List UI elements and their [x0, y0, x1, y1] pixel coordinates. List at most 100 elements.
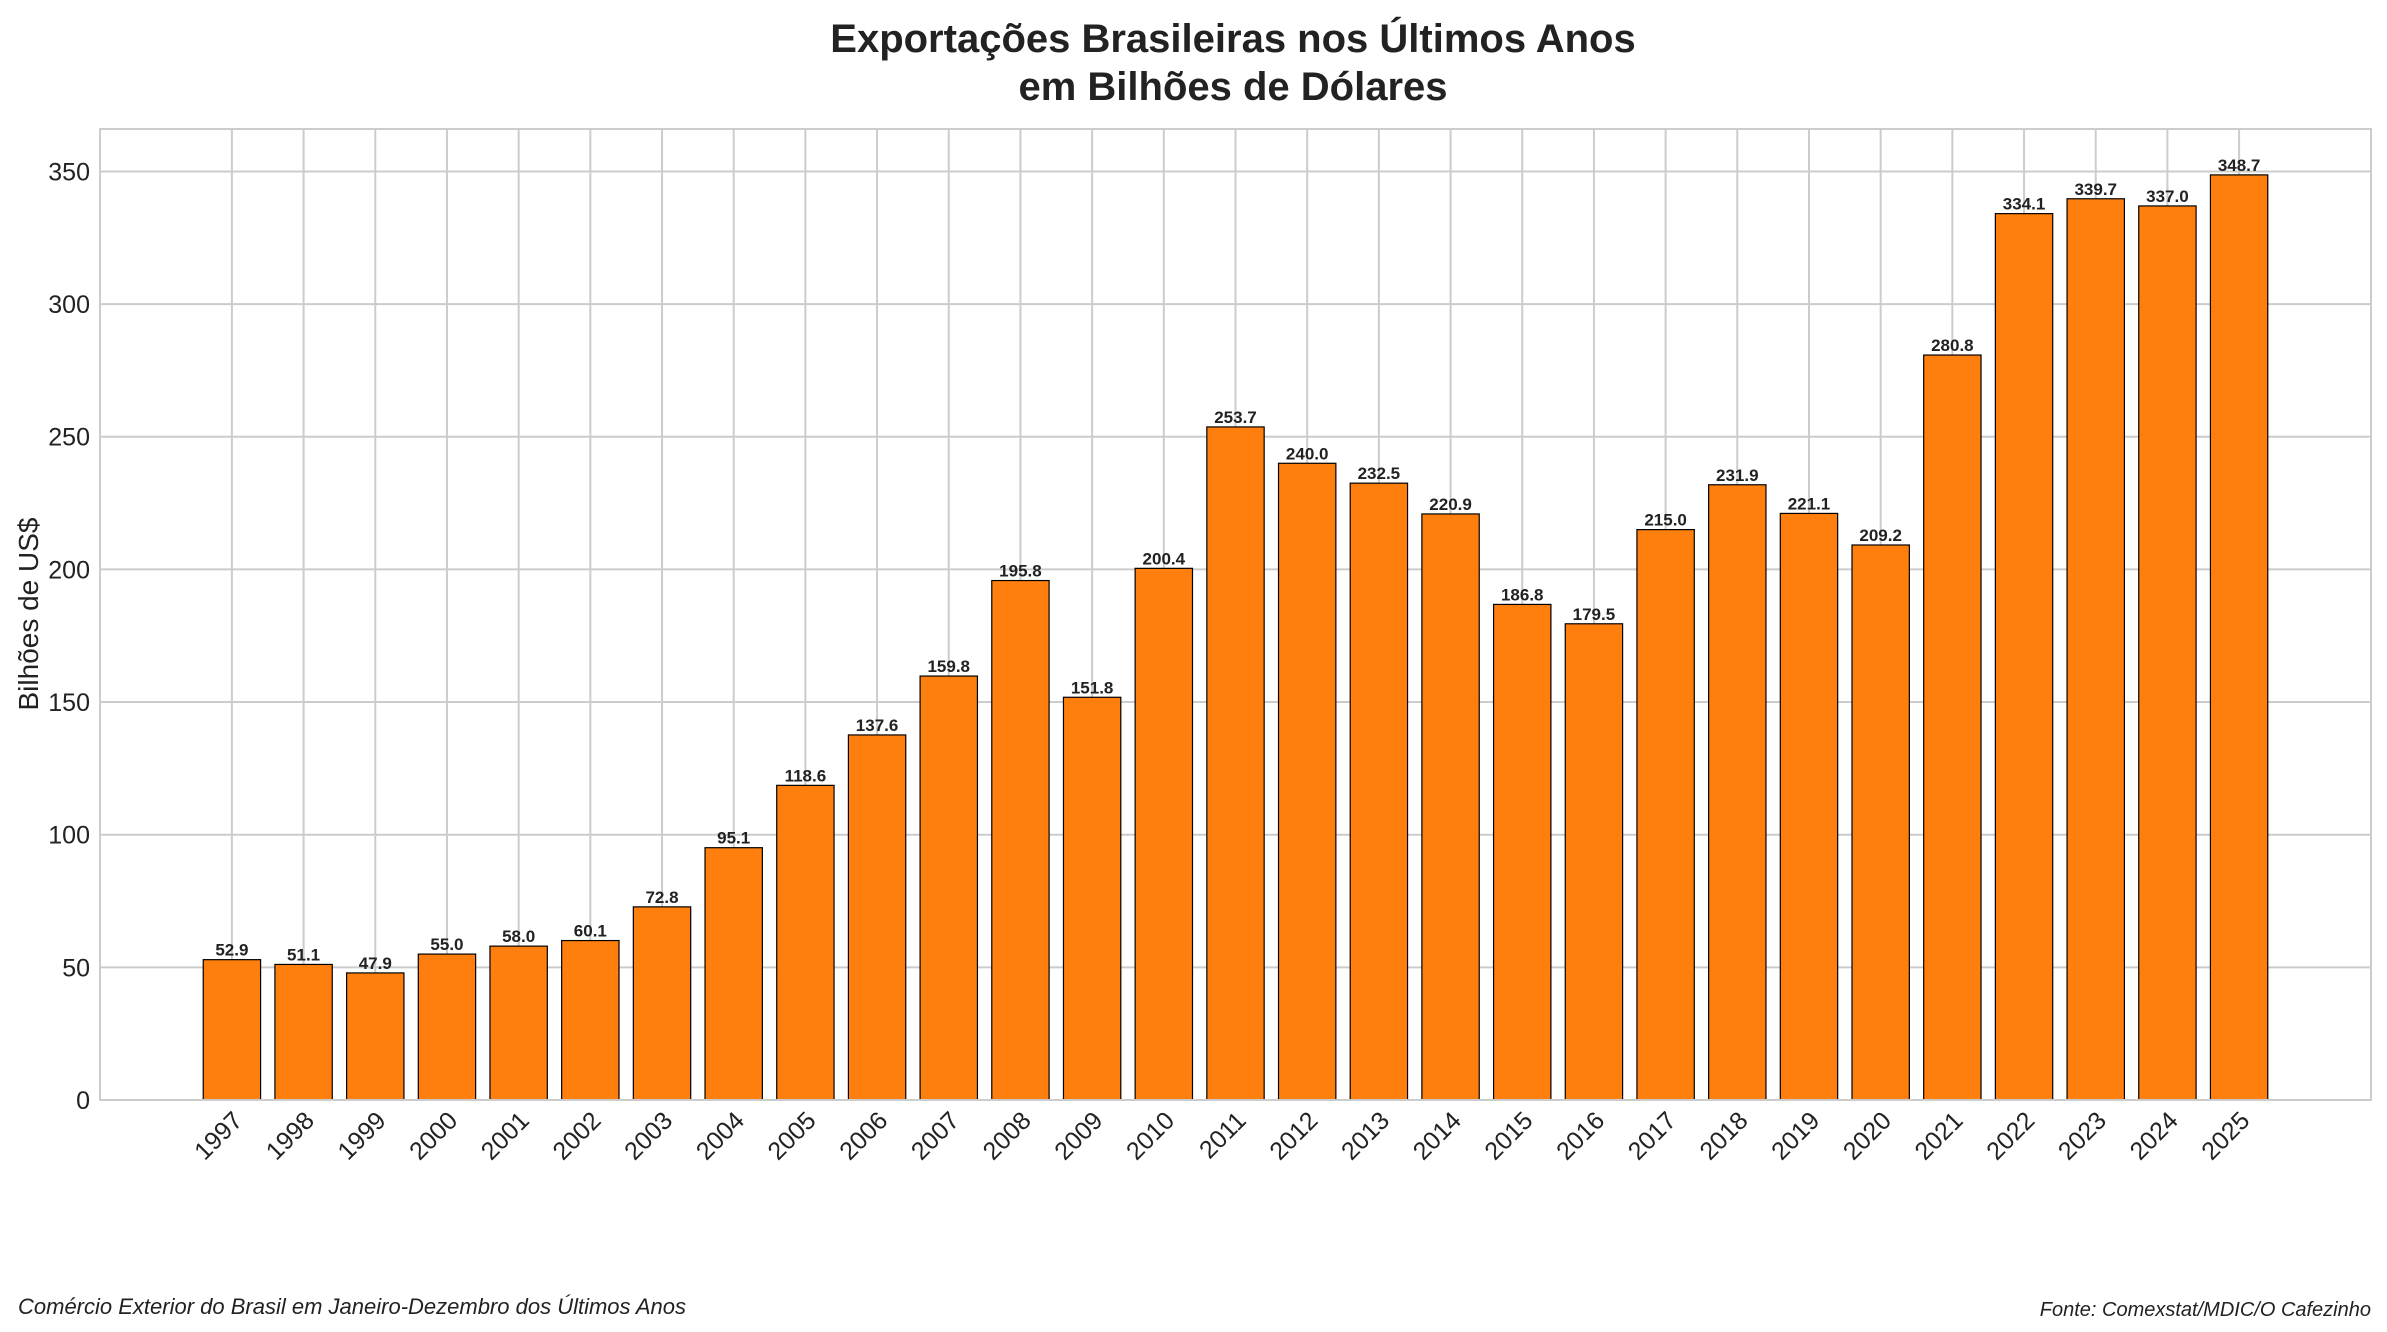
- x-tick-label: 1997: [189, 1106, 248, 1165]
- bar-2006: [847, 734, 907, 1101]
- data-label-2007: 159.8: [927, 657, 970, 676]
- bar-2002: [561, 939, 620, 1101]
- bar-2015: [1492, 603, 1552, 1101]
- bar-2000: [417, 953, 477, 1101]
- x-tick-label: 2008: [978, 1106, 1037, 1165]
- bar-2023: [2066, 198, 2126, 1101]
- y-axis-label: Bilhões de US$: [13, 517, 44, 710]
- bar-2024: [2138, 205, 2197, 1101]
- y-axis-ticks: 0 50 100 150 200 250 300 350: [48, 158, 90, 1115]
- data-label-2020: 209.2: [1859, 526, 1902, 545]
- data-label-2006: 137.6: [856, 716, 899, 735]
- data-label-2005: 118.6: [785, 766, 827, 785]
- x-tick-label: 2004: [691, 1106, 750, 1165]
- x-tick-label: 2001: [476, 1106, 535, 1165]
- data-label-2022: 334.1: [2003, 195, 2046, 214]
- data-label-2017: 215.0: [1644, 511, 1687, 530]
- x-tick-label: 2016: [1551, 1106, 1610, 1165]
- bar-2025: [2209, 174, 2269, 1101]
- bar-2001: [489, 945, 548, 1101]
- x-tick-label: 2021: [1909, 1106, 1968, 1165]
- y-tick-label: 100: [48, 822, 90, 850]
- bar-2020: [1851, 544, 1910, 1101]
- bar-2009: [1062, 696, 1122, 1101]
- bar-2004: [704, 847, 763, 1101]
- y-tick-label: 150: [48, 689, 90, 717]
- x-tick-label: 1999: [332, 1106, 391, 1165]
- data-label-2012: 240.0: [1286, 444, 1329, 463]
- x-tick-label: 2011: [1194, 1106, 1252, 1164]
- x-tick-label: 2013: [1336, 1106, 1395, 1165]
- y-tick-label: 50: [62, 954, 90, 982]
- x-tick-label: 2025: [2196, 1106, 2255, 1165]
- bar-2012: [1277, 462, 1337, 1101]
- data-label-2013: 232.5: [1358, 464, 1401, 483]
- x-tick-label: 2018: [1694, 1106, 1753, 1165]
- x-tick-label: 1998: [261, 1106, 320, 1165]
- footer-left: Comércio Exterior do Brasil em Janeiro-D…: [18, 1294, 686, 1319]
- footer-right: Fonte: Comexstat/MDIC/O Cafezinho: [2040, 1299, 2371, 1321]
- data-label-2000: 55.0: [430, 935, 463, 954]
- data-label-2011: 253.7: [1214, 408, 1257, 427]
- bar-2010: [1134, 567, 1194, 1101]
- bar-1999: [345, 972, 405, 1101]
- x-tick-label: 2015: [1479, 1106, 1538, 1165]
- x-tick-label: 2009: [1049, 1106, 1108, 1165]
- bar-2008: [991, 579, 1050, 1101]
- bar-1997: [202, 959, 262, 1101]
- bar-2011: [1206, 426, 1265, 1101]
- data-label-2016: 179.5: [1573, 605, 1616, 624]
- plot-frame: [99, 128, 2372, 1101]
- y-tick-label: 200: [48, 556, 90, 584]
- bar-2003: [632, 906, 692, 1101]
- bar-2014: [1421, 513, 1480, 1101]
- y-tick-label: 350: [48, 158, 90, 186]
- data-label-2023: 339.7: [2074, 180, 2117, 199]
- x-tick-label: 2007: [906, 1106, 965, 1165]
- x-tick-label: 2002: [547, 1106, 606, 1165]
- y-tick-label: 300: [48, 291, 90, 319]
- bar-2017: [1636, 529, 1695, 1101]
- bar-1998: [274, 963, 333, 1101]
- x-tick-label: 2012: [1264, 1106, 1323, 1165]
- data-label-2025: 348.7: [2218, 156, 2261, 175]
- data-label-2008: 195.8: [999, 562, 1042, 581]
- data-label-2001: 58.0: [502, 927, 535, 946]
- bar-2016: [1564, 623, 1624, 1101]
- x-tick-label: 2010: [1121, 1106, 1180, 1165]
- bar-2022: [1994, 213, 2054, 1101]
- x-tick-label: 2022: [1981, 1106, 2040, 1165]
- data-label-2014: 220.9: [1429, 495, 1472, 514]
- bar-2019: [1779, 512, 1839, 1101]
- data-label-2003: 72.8: [645, 888, 678, 907]
- bar-2013: [1349, 482, 1409, 1101]
- bars: [202, 174, 2269, 1101]
- data-label-2021: 280.8: [1931, 336, 1974, 355]
- data-label-2024: 337.0: [2146, 187, 2189, 206]
- x-tick-label: 2023: [2053, 1106, 2112, 1165]
- data-label-1999: 47.9: [359, 954, 392, 973]
- data-label-2009: 151.8: [1071, 678, 1114, 697]
- x-tick-label: 2024: [2125, 1106, 2184, 1165]
- y-tick-label: 250: [48, 424, 90, 452]
- x-tick-label: 2019: [1766, 1106, 1825, 1165]
- y-tick-label: 0: [76, 1087, 90, 1115]
- x-tick-label: 2017: [1623, 1106, 1682, 1165]
- x-tick-label: 2020: [1838, 1106, 1897, 1165]
- x-axis-ticks: 1997 1998 1999 2000 2001 2002 2003 2004 2005 2006…: [189, 1106, 2255, 1165]
- x-tick-label: 2003: [619, 1106, 678, 1165]
- data-label-2004: 95.1: [717, 829, 750, 848]
- x-tick-label: 2006: [834, 1106, 893, 1165]
- chart-title-line2: em Bilhões de Dólares: [1018, 65, 1447, 109]
- data-label-2018: 231.9: [1716, 466, 1759, 485]
- data-labels: 52.9 51.1 47.9 55.0 58.0 60.1 72.8 95.1 118.6 137…: [215, 156, 2260, 973]
- data-label-2015: 186.8: [1501, 585, 1544, 604]
- bar-2018: [1708, 484, 1767, 1101]
- bar-2005: [776, 784, 835, 1101]
- bar-2021: [1923, 354, 1982, 1101]
- chart-title-line1: Exportações Brasileiras nos Últimos Anos: [830, 15, 1635, 61]
- bar-2007: [919, 675, 979, 1101]
- x-tick-label: 2014: [1408, 1106, 1467, 1165]
- x-tick-label: 2000: [404, 1106, 463, 1165]
